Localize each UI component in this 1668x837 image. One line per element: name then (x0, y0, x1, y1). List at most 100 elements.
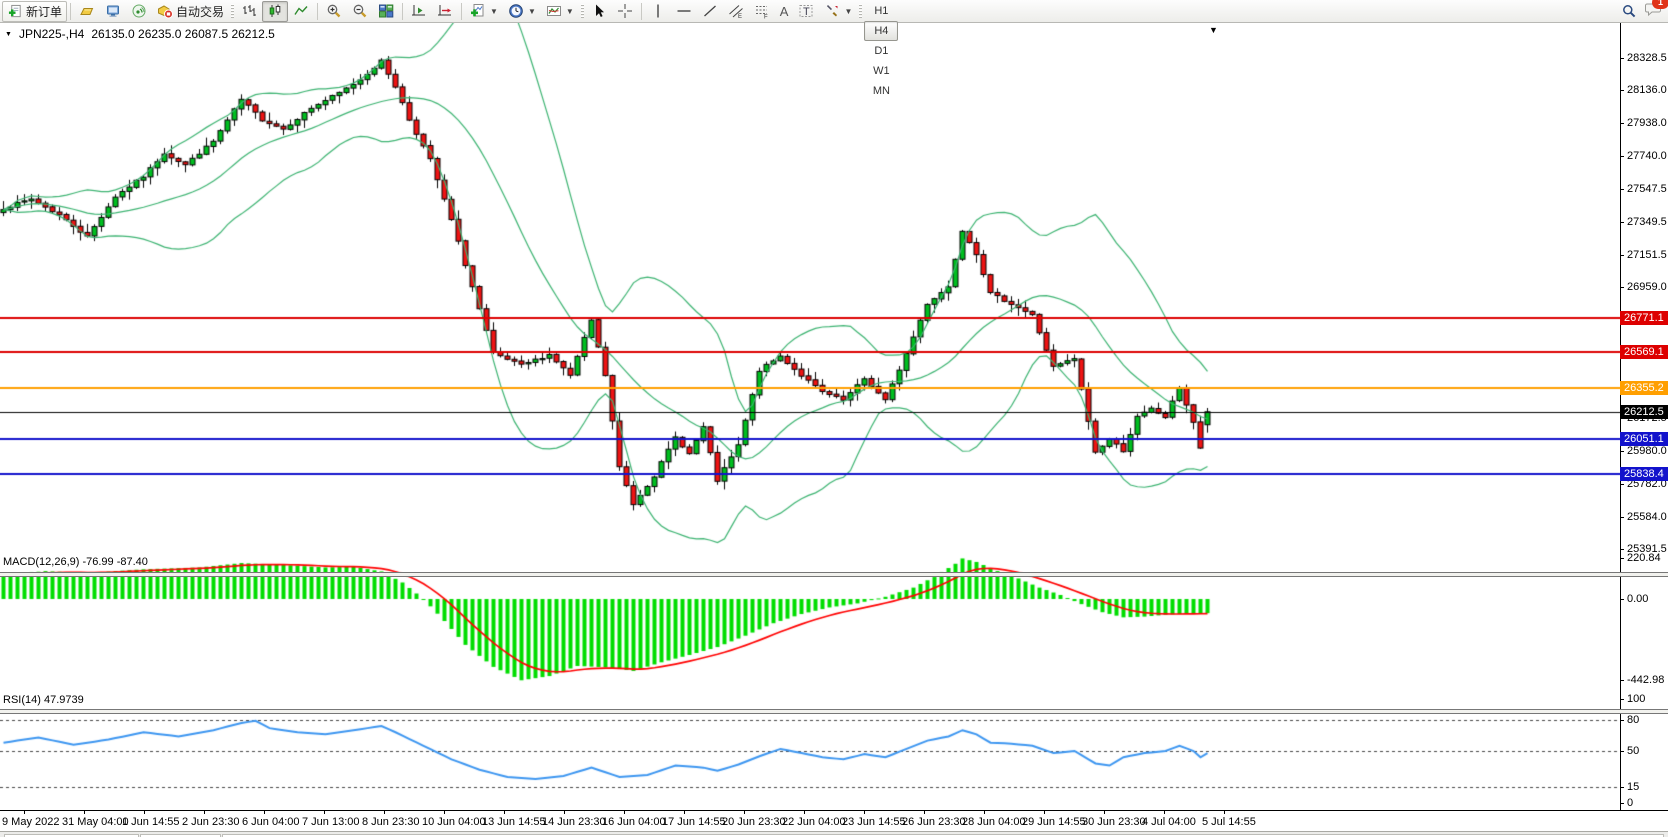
toolbar-separator (461, 2, 463, 20)
horizontal-line-icon (676, 3, 692, 19)
rsi-tick-dash (1620, 803, 1624, 804)
time-tick-dash (144, 811, 145, 814)
candlestick-chart-icon (267, 3, 283, 19)
bar-chart-icon (241, 3, 257, 19)
signals-button[interactable] (126, 1, 152, 22)
tile-windows-button[interactable] (373, 1, 399, 22)
time-tick-label: 20 Jun 23:30 (722, 816, 786, 828)
horizontal-line-button[interactable] (671, 1, 697, 22)
svg-text:F: F (764, 15, 768, 20)
symbol-dropdown-icon[interactable]: ▼ (5, 30, 12, 38)
candlestick-chart-canvas[interactable] (0, 23, 1620, 810)
time-tick-dash (624, 811, 625, 814)
time-scale[interactable]: 9 May 2022 31 May 04:00 1 Jun 14:55 2 Jun 2… (0, 810, 1668, 832)
vertical-line-button[interactable] (645, 1, 671, 22)
time-tick-dash (804, 811, 805, 814)
price-tick-dash (1620, 484, 1624, 485)
price-tick: 27740.0 (1627, 150, 1667, 162)
auto-scroll-button[interactable] (432, 1, 458, 22)
notifications-button[interactable]: 1 (1645, 0, 1668, 22)
zoom-out-button[interactable] (347, 1, 373, 22)
time-tick-dash (864, 811, 865, 814)
chevron-down-icon: ▼ (844, 6, 853, 16)
chart-shift-button[interactable] (406, 1, 432, 22)
search-icon[interactable] (1621, 3, 1637, 19)
zoom-in-icon (326, 3, 342, 19)
gold-symbol-button[interactable] (74, 1, 100, 22)
chart-end-marker-icon: ▼ (1209, 25, 1218, 35)
time-tick-label: 23 Jun 14:55 (842, 816, 906, 828)
text-button[interactable]: A (775, 1, 794, 22)
ohlc-values: 26135.0 26235.0 26087.5 26212.5 (91, 27, 275, 41)
line-chart-icon (293, 3, 309, 19)
price-scale[interactable]: 28328.5 28136.0 27938.0 27740.0 27547.5 27349… (1620, 23, 1668, 810)
timeframe-button-w1[interactable]: W1 (873, 65, 890, 77)
gold-ingot-icon (79, 3, 95, 19)
price-tick-dash (1620, 123, 1624, 124)
pane-separator-rsi[interactable] (0, 709, 1668, 714)
macd-tick-dash (1620, 680, 1624, 681)
status-box (140, 834, 221, 837)
arrows-button[interactable]: ▼ (819, 1, 857, 22)
level-price-tag: 26051.1 (1620, 432, 1668, 446)
cursor-button[interactable] (586, 1, 612, 22)
price-tick-dash (1620, 222, 1624, 223)
time-tick-label: 5 Jul 14:55 (1202, 816, 1256, 828)
chart-shift-icon (411, 3, 427, 19)
level-price-tag: 25838.4 (1620, 467, 1668, 481)
rsi-tick: 100 (1627, 693, 1646, 705)
timeframe-button-h1[interactable]: H1 (874, 5, 889, 17)
text-label-button[interactable]: T (793, 1, 819, 22)
time-tick-dash (1044, 811, 1045, 814)
status-bar (0, 831, 1668, 837)
time-tick-label: 7 Jun 13:00 (302, 816, 360, 828)
level-price-tag: 26212.5 (1620, 405, 1668, 419)
time-tick-label: 8 Jun 23:30 (362, 816, 420, 828)
svg-text:T: T (803, 6, 810, 18)
new-chart-icon (470, 3, 486, 19)
time-tick-dash (744, 811, 745, 814)
clock-icon (508, 3, 524, 19)
time-tick-label: 10 Jun 04:00 (422, 816, 486, 828)
periods-button[interactable]: ▼ (503, 1, 541, 22)
timeframe-button-h4[interactable]: H4 (864, 21, 899, 41)
time-tick-dash (264, 811, 265, 814)
terminal-button[interactable] (100, 1, 126, 22)
time-tick-label: 1 Jun 14:55 (122, 816, 180, 828)
new-chart-button[interactable]: ▼ (465, 1, 503, 22)
price-tick: 28328.5 (1627, 52, 1667, 64)
candlestick-chart-button[interactable] (262, 0, 289, 22)
auto-scroll-icon (437, 3, 453, 19)
time-tick-label: 26 Jun 23:30 (902, 816, 966, 828)
cursor-arrow-icon (591, 3, 607, 19)
price-tick-dash (1620, 451, 1624, 452)
macd-tick: 0.00 (1627, 593, 1649, 605)
toolbar-separator (640, 2, 642, 20)
price-tick: 25980.0 (1627, 445, 1667, 457)
time-tick-dash (324, 811, 325, 814)
timeframe-button-mn[interactable]: MN (872, 85, 890, 97)
bar-chart-button[interactable] (236, 1, 262, 22)
autotrading-button[interactable]: 自动交易 (152, 1, 229, 22)
level-price-tag: 26569.1 (1620, 345, 1668, 359)
fibonacci-button[interactable]: F (749, 1, 775, 22)
trendline-button[interactable] (697, 1, 723, 22)
main-toolbar: 新订单 自动交易 (0, 0, 1668, 97)
time-tick-dash (444, 811, 445, 814)
time-tick-label: 22 Jun 04:00 (782, 816, 846, 828)
equidistant-channel-button[interactable]: E (723, 1, 749, 22)
fibonacci-icon: F (754, 3, 770, 19)
price-tick: 27547.5 (1627, 183, 1667, 195)
price-tick-dash (1620, 189, 1624, 190)
pane-separator-macd[interactable] (0, 572, 1668, 577)
indicators-button[interactable]: ▼ (541, 1, 579, 22)
crosshair-button[interactable] (612, 1, 638, 22)
symbol-period-label: JPN225-,H4 (18, 27, 85, 41)
timeframe-button-d1[interactable]: D1 (874, 45, 889, 57)
new-order-button[interactable]: 新订单 (2, 0, 68, 22)
time-tick-dash (204, 811, 205, 814)
macd-indicator-label: MACD(12,26,9) -76.99 -87.40 (3, 556, 148, 568)
line-chart-button[interactable] (288, 1, 314, 22)
zoom-in-button[interactable] (321, 1, 347, 22)
time-tick-dash (504, 811, 505, 814)
